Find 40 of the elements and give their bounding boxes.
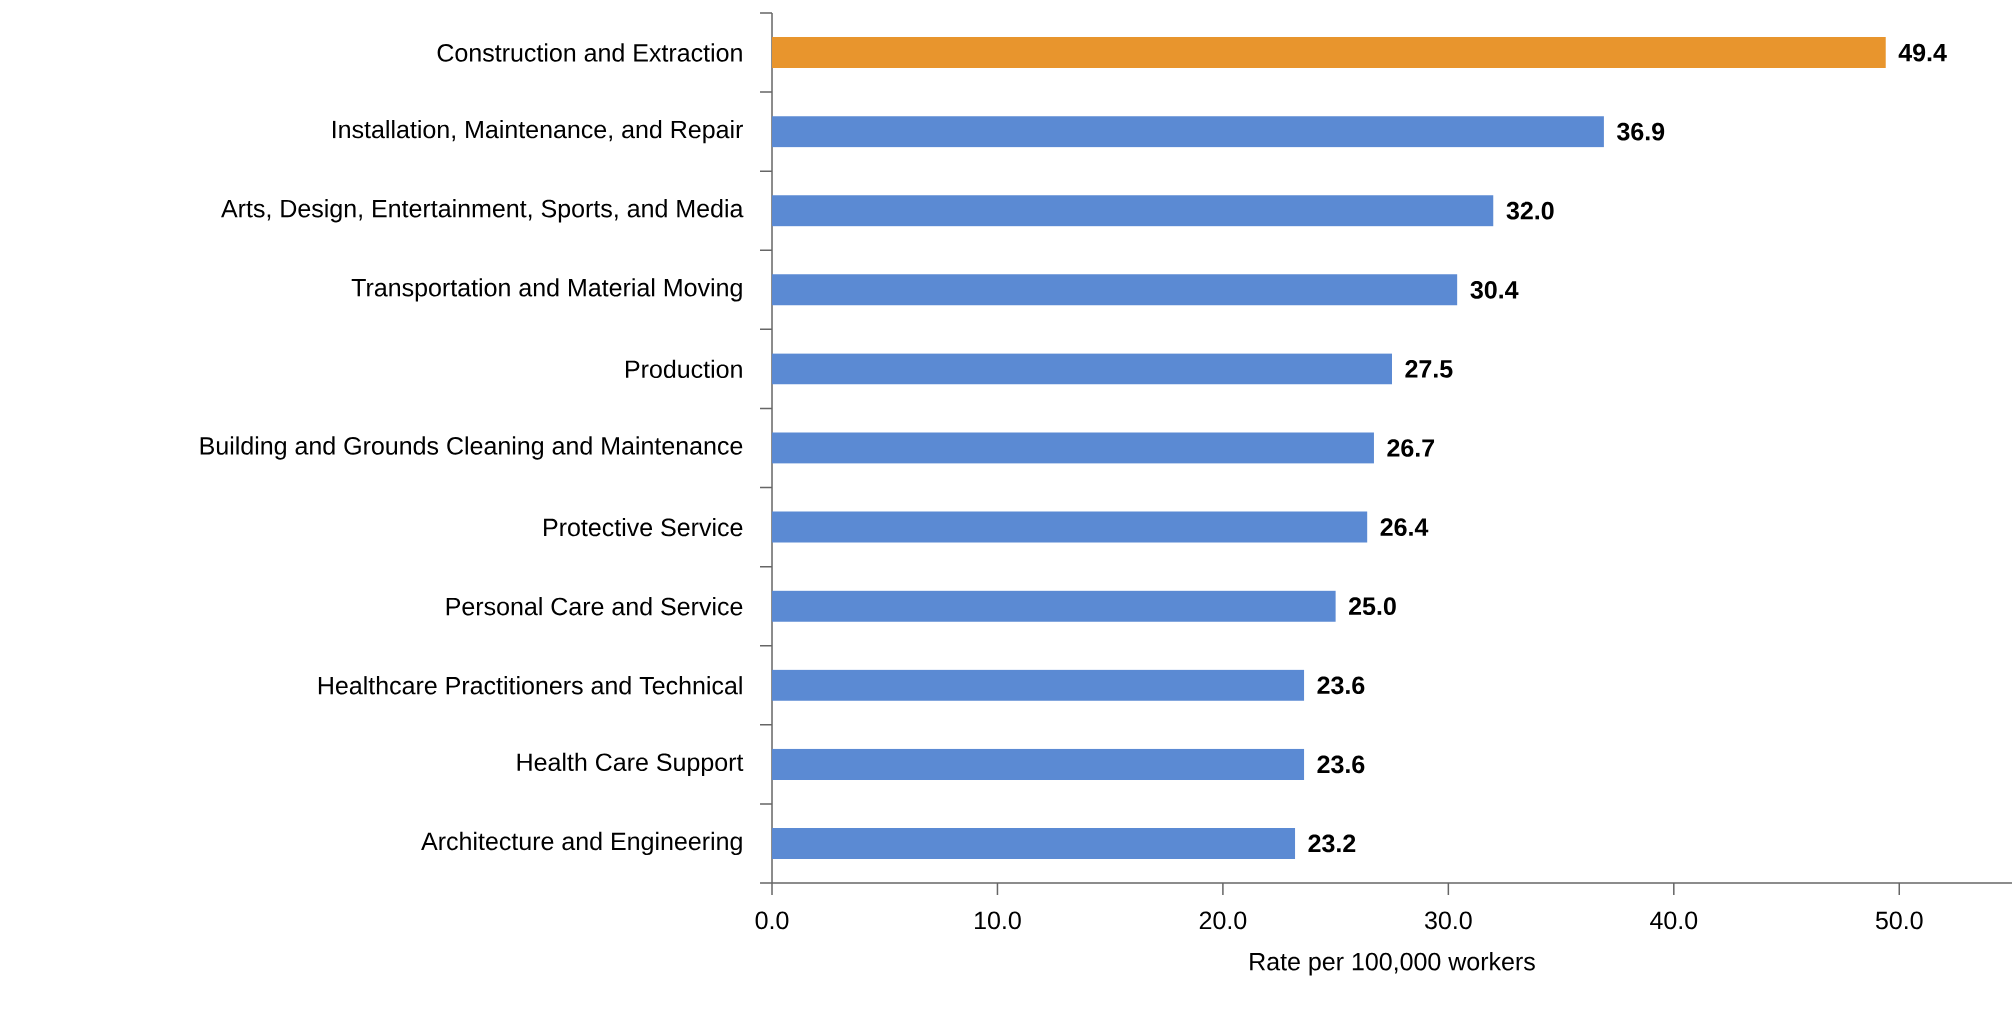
y-tick-label: Production [626,359,742,379]
bar [772,748,1305,780]
x-axis-title: Rate per 100,000 workers [1250,952,1535,976]
data-label: 26.7 [1387,439,1435,457]
bar [772,37,1886,69]
bar [772,432,1374,464]
data-label: 36.9 [1617,122,1665,141]
data-label: 25.0 [1349,597,1396,616]
data-label: 23.6 [1317,755,1365,774]
y-tick-label: Architecture and Engineering [421,831,742,856]
x-tick-label: 50.0 [1875,911,1923,930]
bar [772,116,1604,148]
y-tick-label: Arts, Design, Entertainment, Sports, and Media [221,199,744,223]
y-tick-label: Installation, Maintenance, and Repair [333,119,743,144]
data-label: 30.4 [1470,280,1519,299]
y-tick-label: Personal Care and Service [446,597,743,616]
x-tick-label: 0.0 [755,911,789,930]
x-tick-label: 20.0 [1199,911,1247,930]
data-label: 23.2 [1308,834,1356,853]
y-tick-label: Construction and Extraction [437,43,742,62]
data-label: 27.5 [1405,360,1453,378]
bar [772,353,1392,385]
y-tick-label: Protective Service [544,517,743,537]
y-tick-label: Healthcare Practitioners and Technical [318,676,742,695]
data-label: 23.6 [1317,676,1365,695]
y-tick-label: Health Care Support [517,752,744,777]
bar [772,827,1296,859]
y-tick-label: Building and Grounds Cleaning and Maintenance [200,436,743,460]
bar [772,590,1336,622]
x-tick-label: 30.0 [1424,911,1472,930]
x-tick-label: 40.0 [1650,911,1698,930]
data-label: 49.4 [1898,43,1947,62]
bar [772,669,1305,701]
x-tick-label: 10.0 [975,911,1021,930]
bar [772,195,1494,227]
y-tick-label: Transportation and Material Moving [351,278,742,302]
bar [772,274,1458,306]
data-label: 26.4 [1380,518,1429,536]
data-label: 32.0 [1506,201,1554,220]
bar [772,511,1368,543]
